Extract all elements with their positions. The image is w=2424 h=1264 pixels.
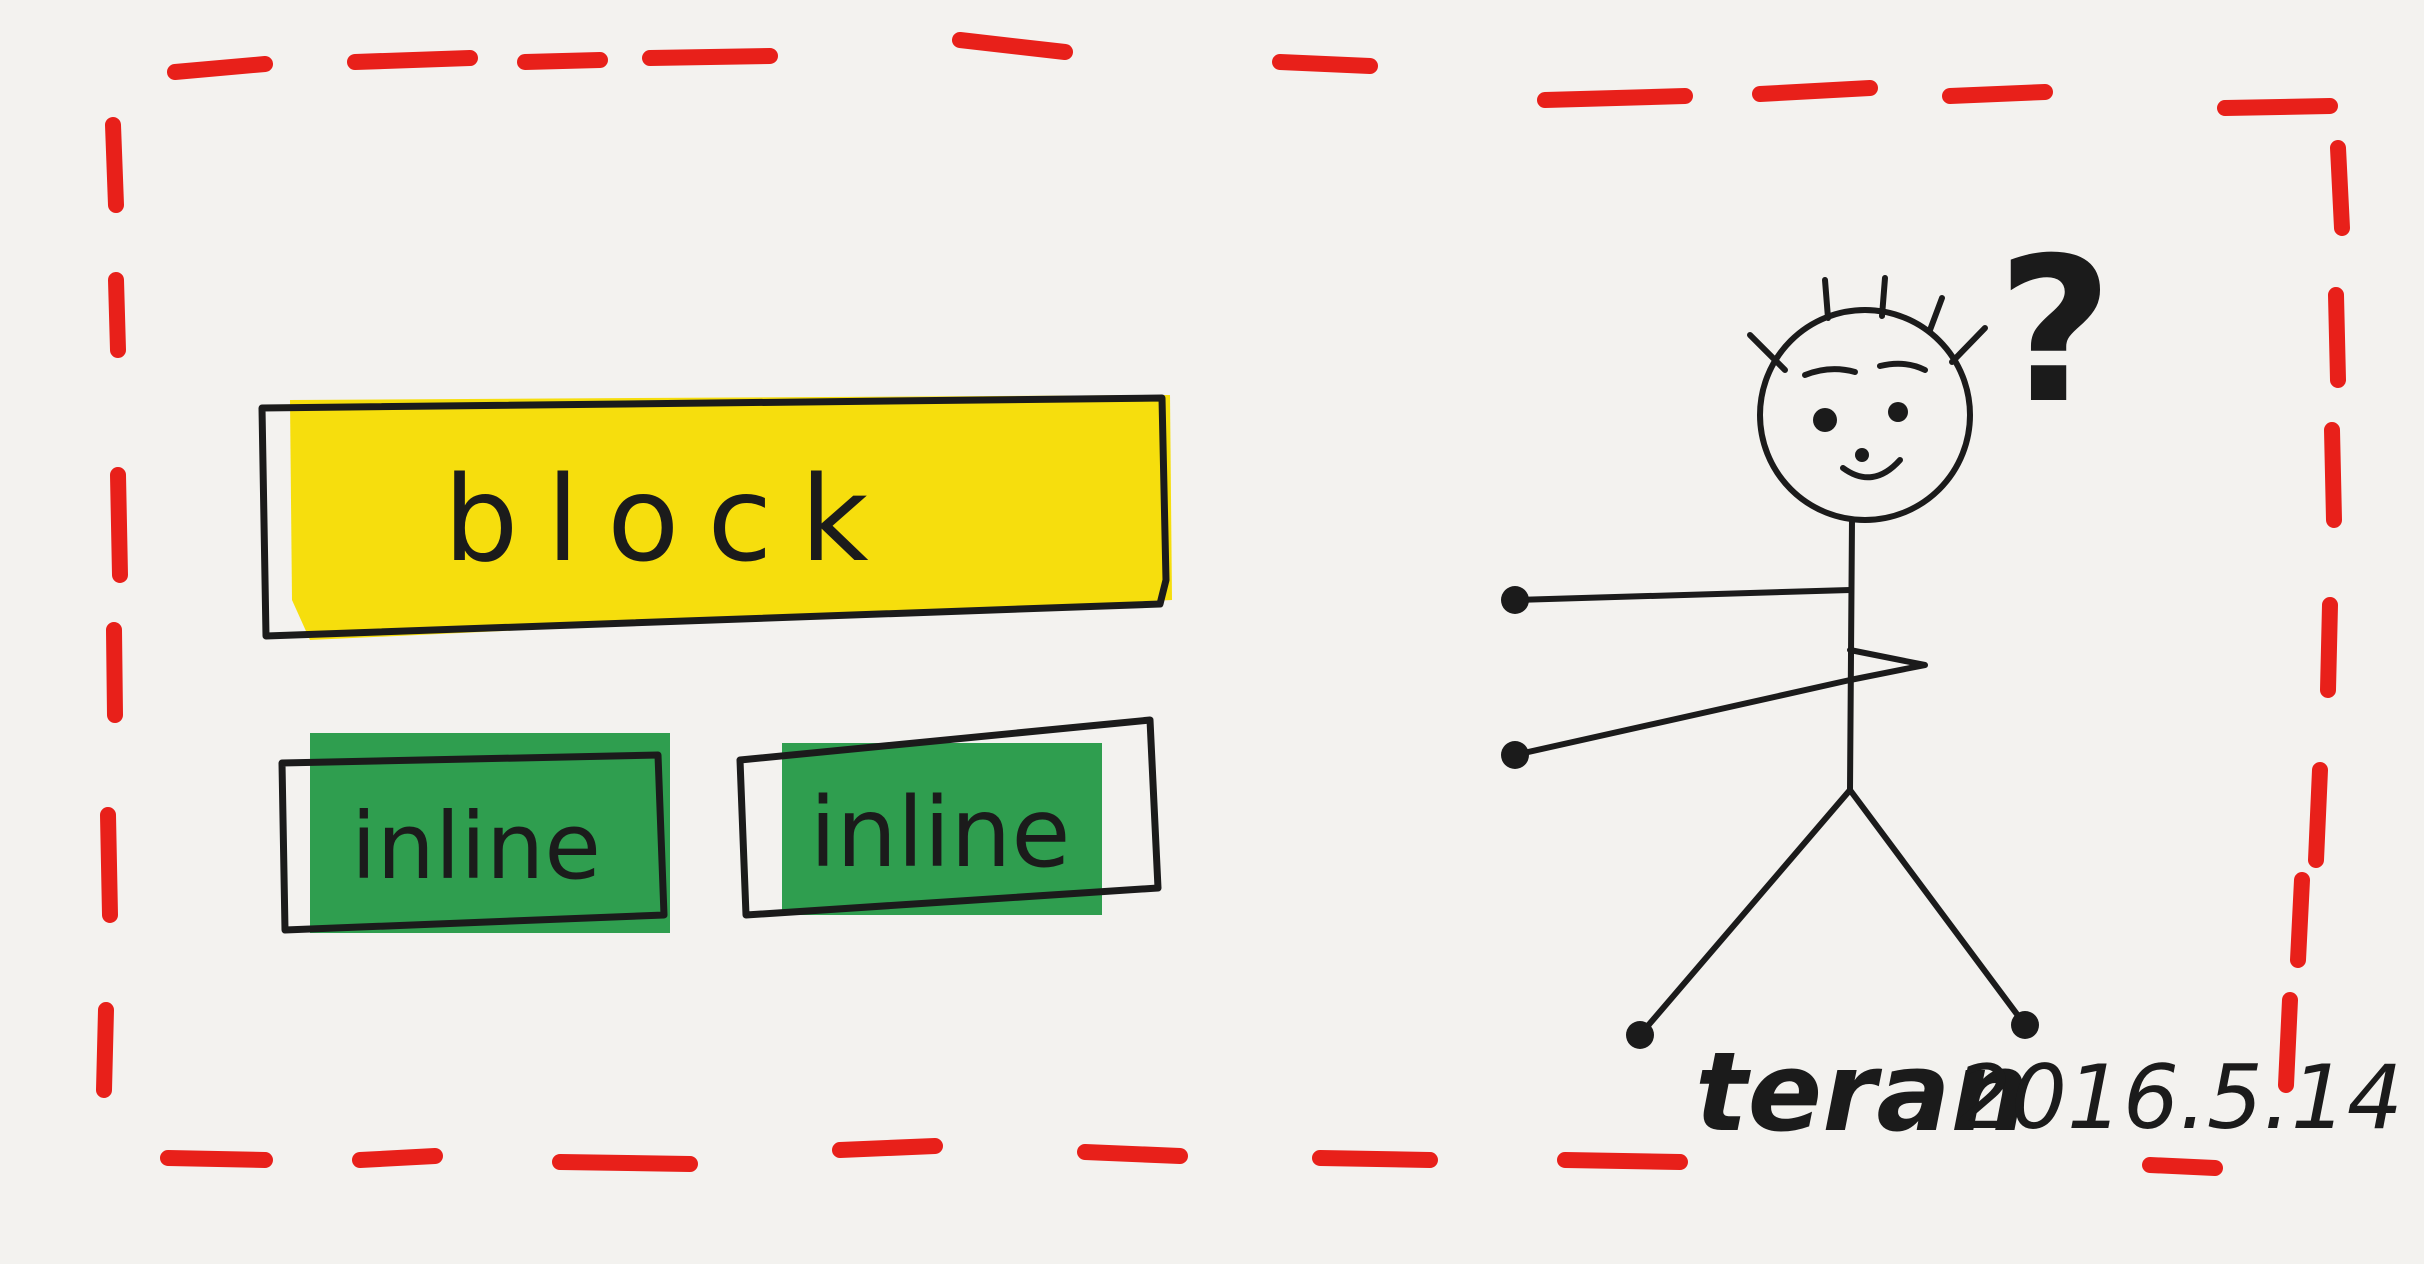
block-outline: [258, 394, 1170, 640]
inline-right-outline: [736, 716, 1162, 919]
block-label: block: [443, 450, 896, 588]
figure-hand-lower: [1501, 741, 1529, 769]
signature-date: 2016.5.14: [1955, 1046, 2403, 1149]
figure-eye-right: [1888, 402, 1908, 422]
inline-box-left: inline: [278, 733, 670, 934]
inline-right-highlight: [782, 743, 1102, 915]
figure-eye-left: [1813, 408, 1837, 432]
inline-box-right: inline: [736, 716, 1162, 919]
figure-dots: [1501, 402, 2039, 1049]
inline-left-label: inline: [351, 793, 601, 900]
figure-nose: [1855, 448, 1869, 462]
signature-name: teran: [1695, 1028, 2029, 1156]
figure-hand-upper: [1501, 586, 1529, 614]
inline-left-highlight: [310, 733, 670, 933]
figure-foot-right: [2011, 1011, 2039, 1039]
figure-foot-left: [1626, 1021, 1654, 1049]
inline-left-outline: [278, 751, 668, 934]
figure-head: [1757, 307, 1973, 523]
block-highlight: [290, 395, 1172, 640]
stick-figure: [1512, 275, 2028, 1038]
block-box: block: [258, 394, 1172, 640]
question-mark: ?: [1997, 215, 2113, 448]
dashed-frame: [96, 32, 2350, 1176]
inline-right-label: inline: [810, 777, 1071, 889]
